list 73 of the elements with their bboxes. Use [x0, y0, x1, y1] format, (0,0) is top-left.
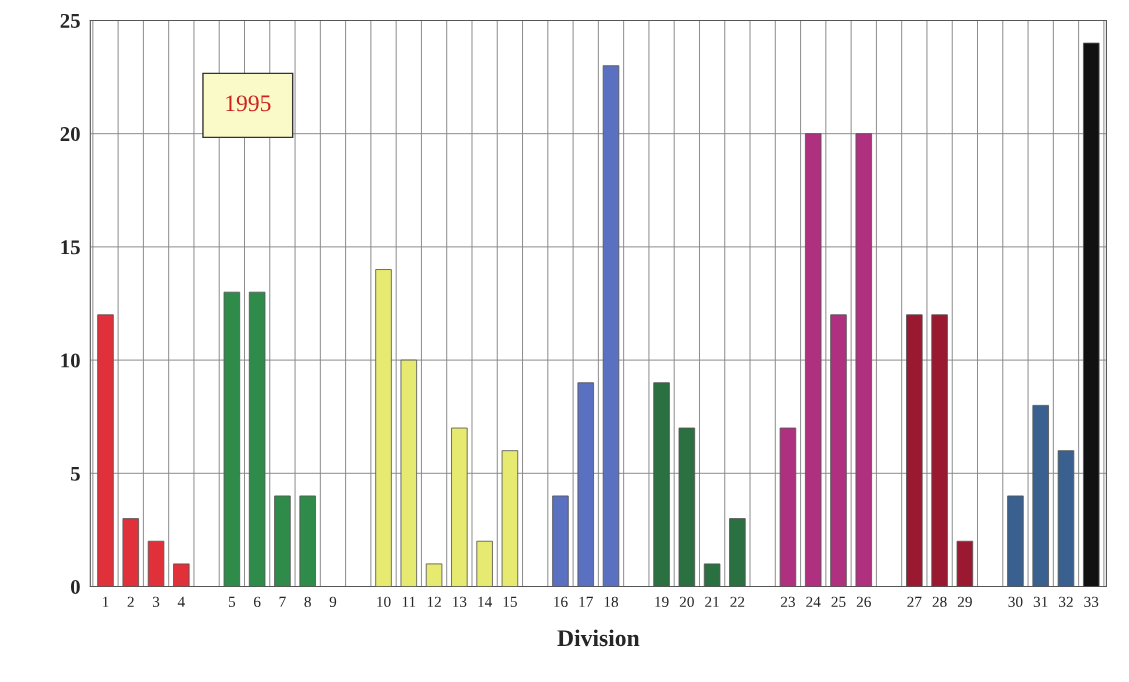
x-tick-label: 22	[730, 596, 745, 607]
bar	[577, 382, 594, 587]
bar	[248, 291, 266, 587]
bar	[274, 495, 291, 587]
x-tick-label: 25	[831, 596, 846, 607]
x-tick-label: 1	[103, 596, 109, 607]
x-tick-label: 7	[279, 596, 286, 607]
bar	[931, 314, 948, 587]
x-tick-label: 12	[427, 596, 441, 607]
x-tick-label: 29	[957, 596, 972, 607]
x-tick-label: 26	[856, 596, 871, 607]
annotation: 1995	[226, 95, 271, 112]
x-tick-label: 6	[253, 596, 261, 607]
x-tick-label: 23	[780, 596, 795, 607]
bar	[552, 495, 569, 587]
x-tick-label: 5	[228, 596, 236, 607]
bar	[1032, 404, 1049, 587]
bar	[830, 314, 847, 587]
x-tick-label: 14	[478, 596, 493, 607]
x-tick-label: 28	[932, 596, 947, 607]
bar	[602, 65, 620, 587]
bar	[855, 133, 873, 587]
x-tick-label: 27	[907, 596, 922, 607]
x-tick-label: 21	[705, 596, 719, 607]
bar	[779, 427, 797, 587]
x-tick-label: 16	[554, 596, 568, 607]
bar	[299, 495, 316, 587]
bar	[375, 269, 392, 587]
x-tick-label: 20	[679, 596, 694, 607]
y-tick-label: 20	[60, 127, 80, 142]
bar	[476, 540, 493, 587]
bar	[1057, 450, 1075, 587]
bar	[425, 563, 443, 587]
x-tick-label: 2	[127, 596, 134, 607]
bar	[400, 359, 418, 587]
bar	[223, 291, 241, 587]
x-tick-label: 8	[304, 596, 311, 607]
bar	[501, 450, 519, 587]
x-tick-label: 10	[377, 596, 391, 607]
bar	[906, 314, 923, 587]
y-tick-label: 10	[61, 353, 80, 368]
x-tick-label: 3	[152, 596, 160, 607]
x-tick-label: 19	[655, 596, 669, 607]
x-tick-label: 13	[453, 596, 467, 607]
x-tick-label: 11	[402, 596, 416, 607]
y-tick-label: 0	[70, 579, 80, 594]
y-tick-label: 5	[71, 466, 80, 481]
x-tick-label: 32	[1059, 596, 1073, 607]
bar	[1007, 495, 1024, 587]
bar	[173, 563, 190, 587]
bar	[451, 427, 468, 587]
y-tick-label: 25	[60, 13, 80, 28]
bar	[97, 314, 114, 587]
x-tick-label: 9	[329, 596, 337, 607]
x-tick-label: 31	[1033, 596, 1048, 607]
x-tick-label: 30	[1008, 596, 1023, 607]
bar	[804, 133, 822, 587]
bar	[653, 382, 670, 587]
x-tick-label: 17	[579, 596, 593, 607]
x-axis-title: Division	[557, 629, 640, 647]
bar	[729, 518, 746, 587]
x-tick-label: 33	[1084, 596, 1099, 607]
bar	[122, 518, 140, 587]
x-tick-label: 4	[177, 596, 185, 607]
bar	[1083, 42, 1100, 587]
y-tick-label: 15	[61, 240, 80, 255]
x-tick-label: 24	[806, 596, 821, 607]
bar	[678, 427, 696, 587]
bar	[147, 540, 165, 587]
x-tick-label: 18	[604, 596, 619, 607]
bar	[956, 540, 974, 587]
x-tick-label: 15	[503, 596, 517, 607]
bar	[703, 563, 721, 587]
